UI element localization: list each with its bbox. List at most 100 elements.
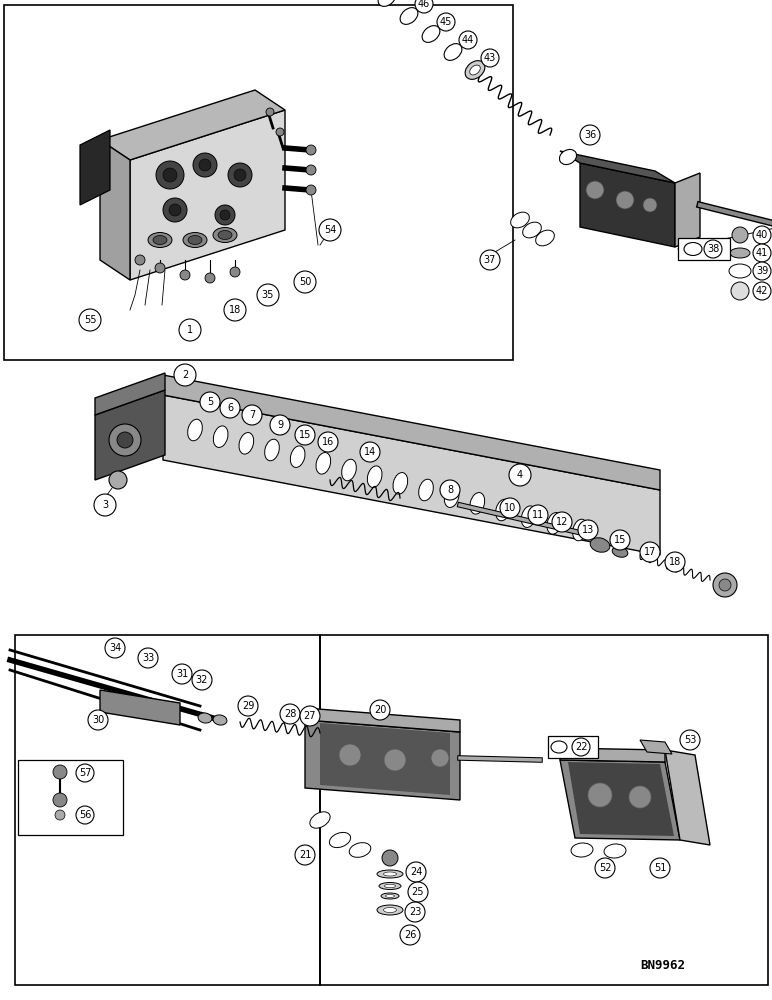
Polygon shape	[320, 723, 450, 795]
Text: 8: 8	[447, 485, 453, 495]
Circle shape	[306, 145, 316, 155]
Text: 3: 3	[102, 500, 108, 510]
Text: 55: 55	[83, 315, 96, 325]
Circle shape	[163, 198, 187, 222]
Circle shape	[180, 270, 190, 280]
Circle shape	[193, 153, 217, 177]
Text: 45: 45	[440, 17, 452, 27]
Circle shape	[339, 744, 361, 766]
Ellipse shape	[496, 499, 510, 521]
Circle shape	[665, 552, 685, 572]
Text: 16: 16	[322, 437, 334, 447]
Ellipse shape	[571, 843, 593, 857]
Text: 13: 13	[582, 525, 594, 535]
Circle shape	[179, 319, 201, 341]
Circle shape	[382, 850, 398, 866]
Text: 43: 43	[484, 53, 496, 63]
Circle shape	[629, 786, 651, 808]
Ellipse shape	[510, 212, 530, 228]
Text: 44: 44	[462, 35, 474, 45]
Circle shape	[169, 204, 181, 216]
Circle shape	[719, 579, 731, 591]
Circle shape	[406, 862, 426, 882]
Circle shape	[528, 505, 548, 525]
Text: 38: 38	[707, 244, 720, 254]
Circle shape	[94, 494, 116, 516]
Ellipse shape	[465, 61, 485, 79]
Circle shape	[437, 13, 455, 31]
Ellipse shape	[342, 459, 357, 481]
Circle shape	[595, 858, 615, 878]
Ellipse shape	[218, 231, 232, 239]
Circle shape	[572, 738, 590, 756]
Ellipse shape	[384, 884, 395, 888]
Circle shape	[234, 169, 246, 181]
Circle shape	[408, 882, 428, 902]
Ellipse shape	[523, 222, 541, 238]
Circle shape	[53, 765, 67, 779]
Polygon shape	[665, 750, 710, 845]
Bar	[18, 760, 123, 835]
Ellipse shape	[213, 715, 227, 725]
Text: 46: 46	[418, 0, 430, 9]
Circle shape	[753, 282, 771, 300]
Circle shape	[300, 706, 320, 726]
Circle shape	[55, 810, 65, 820]
Circle shape	[319, 219, 341, 241]
Circle shape	[713, 573, 737, 597]
Circle shape	[306, 185, 316, 195]
Ellipse shape	[684, 242, 702, 255]
Text: 14: 14	[364, 447, 376, 457]
Text: 28: 28	[284, 709, 296, 719]
Circle shape	[220, 398, 240, 418]
Circle shape	[174, 364, 196, 386]
Circle shape	[205, 273, 215, 283]
Ellipse shape	[400, 8, 418, 24]
Polygon shape	[163, 395, 660, 555]
Circle shape	[753, 226, 771, 244]
Text: 57: 57	[79, 768, 91, 778]
Text: 36: 36	[584, 130, 596, 140]
Circle shape	[480, 250, 500, 270]
Circle shape	[172, 664, 192, 684]
Text: 29: 29	[242, 701, 254, 711]
Circle shape	[753, 244, 771, 262]
Text: 37: 37	[484, 255, 496, 265]
Polygon shape	[560, 748, 665, 762]
Ellipse shape	[377, 905, 403, 915]
Polygon shape	[580, 163, 675, 247]
Circle shape	[440, 480, 460, 500]
Ellipse shape	[188, 235, 202, 244]
Ellipse shape	[418, 479, 433, 501]
Circle shape	[280, 704, 300, 724]
Ellipse shape	[381, 893, 399, 899]
Ellipse shape	[379, 882, 401, 890]
Bar	[4, 5, 513, 360]
Text: 4: 4	[517, 470, 523, 480]
Polygon shape	[80, 130, 110, 205]
Circle shape	[400, 925, 420, 945]
Polygon shape	[95, 373, 165, 415]
Ellipse shape	[422, 26, 440, 42]
Text: 41: 41	[756, 248, 768, 258]
Circle shape	[415, 0, 433, 13]
Circle shape	[360, 442, 380, 462]
Text: 15: 15	[614, 535, 626, 545]
Circle shape	[552, 512, 572, 532]
Text: 5: 5	[207, 397, 213, 407]
Polygon shape	[130, 110, 285, 280]
Text: 40: 40	[756, 230, 768, 240]
Text: 9: 9	[277, 420, 283, 430]
Text: 23: 23	[409, 907, 422, 917]
Ellipse shape	[290, 446, 305, 467]
Ellipse shape	[612, 547, 628, 557]
Circle shape	[295, 845, 315, 865]
Text: 1: 1	[187, 325, 193, 335]
Text: 56: 56	[79, 810, 91, 820]
Text: 53: 53	[684, 735, 696, 745]
Text: 7: 7	[249, 410, 255, 420]
Circle shape	[610, 530, 630, 550]
Polygon shape	[675, 173, 700, 247]
Circle shape	[156, 161, 184, 189]
Text: 18: 18	[229, 305, 241, 315]
